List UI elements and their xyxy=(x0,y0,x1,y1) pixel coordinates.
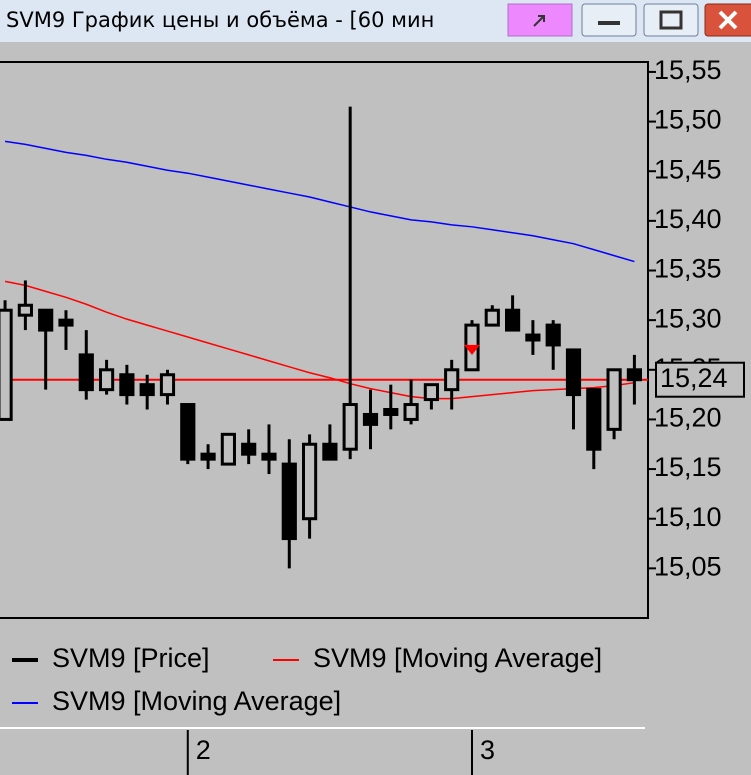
close-icon xyxy=(718,10,738,30)
candle-body xyxy=(322,442,338,461)
x-tick-label: 2 xyxy=(196,735,211,765)
y-tick-label: 15,50 xyxy=(654,105,722,135)
legend-label: SVM9 [Moving Average] xyxy=(52,686,341,716)
candle-body xyxy=(505,308,521,332)
candle-body xyxy=(403,403,419,421)
candle-body xyxy=(281,462,297,541)
candle-body xyxy=(586,388,602,451)
y-tick-label: 15,20 xyxy=(654,403,722,433)
candle-body xyxy=(261,452,277,461)
y-tick-label: 15,30 xyxy=(654,303,722,333)
candle-body xyxy=(159,373,176,397)
minimize-icon xyxy=(598,21,620,25)
candle-body xyxy=(58,318,74,327)
moving-average-line xyxy=(4,280,635,400)
candle-body xyxy=(241,442,257,456)
candle-body xyxy=(362,412,379,426)
y-tick-label: 15,10 xyxy=(654,502,722,532)
last-price-box xyxy=(655,361,745,398)
maximize-icon xyxy=(659,10,683,30)
candle-body xyxy=(180,403,196,461)
moving-average-line xyxy=(4,140,635,263)
candle-body xyxy=(545,323,561,347)
candle-body xyxy=(383,408,399,416)
candle-body xyxy=(38,308,54,332)
candle-body xyxy=(139,383,155,397)
y-tick-label: 15,45 xyxy=(654,154,722,184)
candle-body xyxy=(565,348,582,397)
last-price-label: 15,24 xyxy=(660,363,728,393)
minimize-button[interactable] xyxy=(581,3,637,37)
x-tick-label: 3 xyxy=(480,735,495,765)
legend-label: SVM9 [Moving Average] xyxy=(313,643,602,673)
candle-body xyxy=(525,333,541,342)
candle-body xyxy=(78,353,94,392)
candle-body xyxy=(98,368,115,392)
y-tick-label: 15,40 xyxy=(654,204,722,234)
candle-body xyxy=(626,368,642,382)
y-tick-label: 15,35 xyxy=(654,254,722,284)
candle-body xyxy=(484,308,500,327)
y-tick-label: 15,15 xyxy=(654,452,722,482)
window-title: SVM9 График цены и объёма - [60 мин xyxy=(6,8,434,32)
candle-body xyxy=(342,403,358,451)
candle-body xyxy=(17,303,33,317)
candle-body xyxy=(220,432,236,466)
maximize-button[interactable] xyxy=(643,3,699,37)
candle-body xyxy=(200,452,216,461)
candle-body xyxy=(0,308,13,421)
candle-body xyxy=(301,442,318,521)
link-icon xyxy=(533,15,545,27)
legend-label: SVM9 [Price] xyxy=(52,643,210,673)
candle-body xyxy=(606,368,622,431)
candle-body xyxy=(119,373,135,397)
candle-body xyxy=(423,383,439,402)
candle-body xyxy=(444,368,460,392)
plot-frame xyxy=(0,61,649,619)
y-tick-label: 15,55 xyxy=(654,55,722,85)
y-tick-label: 15,05 xyxy=(654,551,722,581)
trade-marker xyxy=(463,344,480,355)
